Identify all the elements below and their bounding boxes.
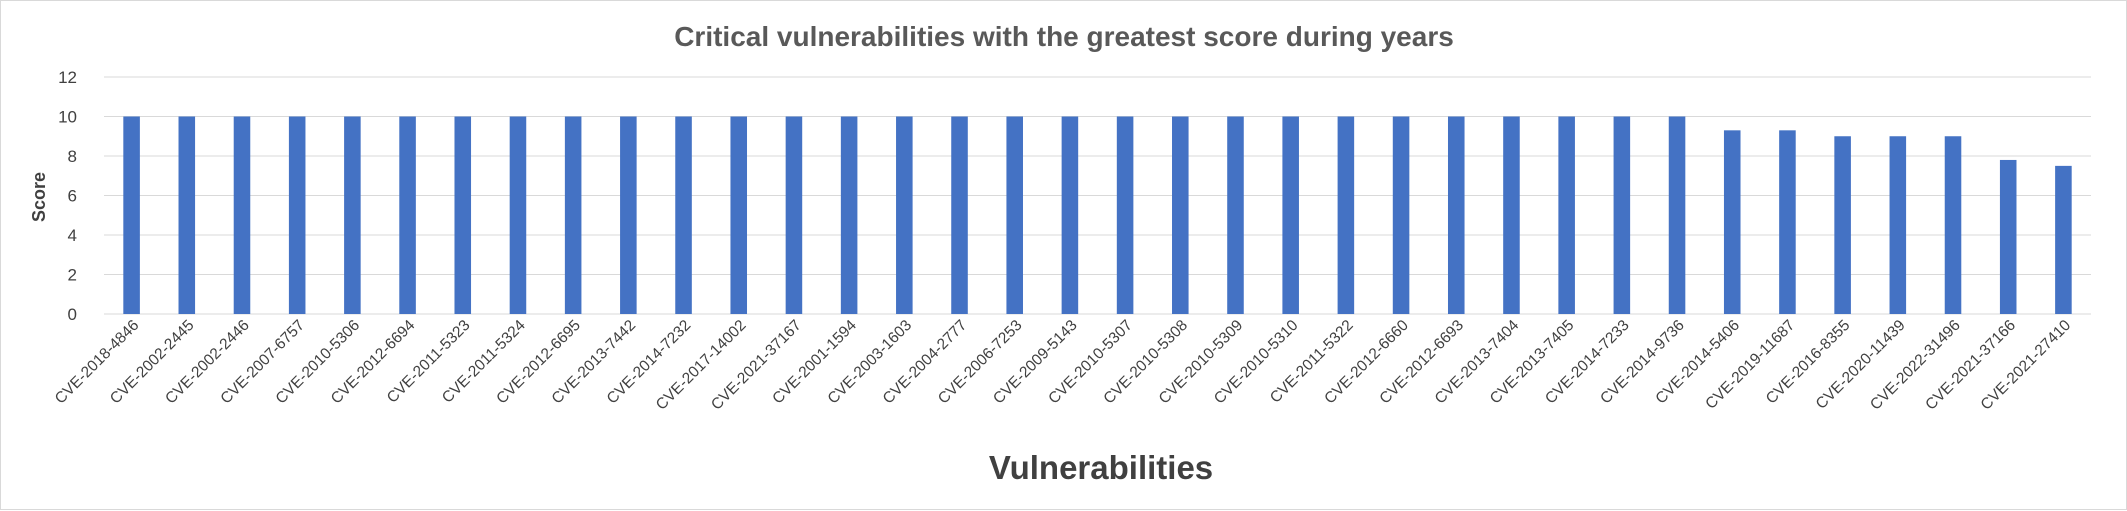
bar	[2055, 165, 2072, 314]
bar	[288, 116, 306, 314]
bar	[785, 116, 803, 314]
bar	[1172, 116, 1189, 314]
bar	[509, 116, 527, 314]
bar	[1337, 116, 1355, 314]
bar	[1006, 116, 1023, 314]
bar	[840, 116, 858, 314]
y-axis-ticks: 0 2 4 6 8 10 12	[58, 68, 77, 324]
bar	[233, 116, 251, 314]
bar	[1116, 116, 1134, 314]
bar	[178, 116, 196, 314]
bar	[1558, 116, 1575, 314]
bar	[123, 116, 140, 314]
chart-title: Critical vulnerabilities with the greate…	[674, 21, 1454, 52]
bar	[1723, 130, 1741, 314]
bar	[1834, 136, 1851, 314]
bar	[1282, 116, 1299, 314]
bar	[1061, 116, 1079, 314]
bar	[564, 116, 582, 314]
x-axis-ticks: CVE-2018-4846CVE-2002-2445CVE-2002-2446C…	[52, 317, 2075, 414]
bar	[951, 116, 968, 314]
y-tick-label: 8	[68, 147, 77, 166]
bar	[1944, 136, 1962, 314]
bar	[399, 116, 416, 314]
bar	[896, 116, 913, 314]
y-tick-label: 4	[68, 226, 77, 245]
x-axis-title: Vulnerabilities	[989, 449, 1213, 486]
bar	[1227, 116, 1244, 314]
bar	[1779, 130, 1796, 314]
bar	[344, 116, 361, 314]
y-tick-label: 0	[68, 305, 77, 324]
y-tick-label: 10	[58, 108, 77, 127]
y-tick-label: 2	[68, 266, 77, 285]
bar	[730, 116, 748, 314]
bar	[1889, 136, 1907, 314]
bar	[1503, 116, 1520, 314]
bars	[123, 116, 2072, 314]
bar	[454, 116, 472, 314]
y-tick-label: 12	[58, 68, 77, 87]
bar	[1392, 116, 1410, 314]
bar	[1668, 116, 1686, 314]
bar	[675, 116, 692, 314]
bar	[620, 116, 637, 314]
bar	[1447, 116, 1465, 314]
bar	[1613, 116, 1631, 314]
y-tick-label: 6	[68, 187, 77, 206]
bar	[1999, 159, 2017, 314]
y-axis-title: Score	[29, 172, 49, 222]
gridlines	[104, 76, 2091, 315]
